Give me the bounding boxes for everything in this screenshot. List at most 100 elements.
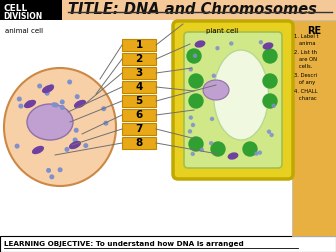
Bar (0, 0, 62, 20)
Circle shape (73, 138, 77, 142)
Ellipse shape (4, 68, 116, 186)
Circle shape (28, 101, 31, 105)
Circle shape (194, 54, 197, 57)
Circle shape (200, 148, 203, 151)
Text: 2. List th: 2. List th (294, 50, 317, 55)
FancyBboxPatch shape (122, 123, 156, 135)
Circle shape (75, 95, 79, 99)
Text: CELL: CELL (3, 4, 27, 13)
Text: 7: 7 (135, 124, 143, 134)
Circle shape (189, 137, 203, 151)
Text: LEARNING OBJECTIVE: To understand how DNA is arranged: LEARNING OBJECTIVE: To understand how DN… (4, 241, 244, 247)
Circle shape (211, 117, 214, 120)
Circle shape (68, 80, 72, 84)
Text: 4. CHALL: 4. CHALL (294, 89, 318, 94)
Circle shape (267, 130, 270, 133)
Circle shape (17, 97, 21, 101)
Circle shape (272, 104, 275, 107)
Circle shape (75, 129, 78, 132)
Ellipse shape (227, 152, 238, 160)
Circle shape (189, 116, 192, 119)
Circle shape (187, 49, 201, 63)
FancyBboxPatch shape (0, 0, 336, 20)
Circle shape (60, 106, 64, 109)
FancyBboxPatch shape (122, 53, 156, 65)
Circle shape (243, 142, 257, 156)
Text: cells.: cells. (294, 64, 312, 69)
FancyBboxPatch shape (122, 81, 156, 93)
Text: 1. Label t: 1. Label t (294, 34, 319, 39)
Circle shape (210, 142, 213, 145)
Text: are ON: are ON (294, 57, 317, 62)
Circle shape (50, 175, 54, 179)
Circle shape (192, 123, 195, 127)
Ellipse shape (27, 104, 73, 140)
Circle shape (255, 152, 258, 155)
Text: animal cell: animal cell (5, 28, 43, 34)
Bar (0, 236, 336, 252)
Circle shape (263, 94, 277, 108)
Text: TITLE: DNA and Chromosomes: TITLE: DNA and Chromosomes (68, 2, 317, 17)
Text: 8: 8 (135, 138, 142, 148)
FancyBboxPatch shape (122, 39, 156, 51)
Circle shape (104, 121, 108, 125)
Text: charac: charac (294, 96, 317, 101)
Circle shape (270, 134, 273, 137)
Circle shape (84, 144, 88, 147)
Circle shape (189, 74, 203, 88)
Circle shape (263, 49, 277, 63)
Ellipse shape (42, 85, 54, 93)
Ellipse shape (24, 100, 36, 108)
Circle shape (189, 68, 192, 71)
FancyBboxPatch shape (122, 67, 156, 79)
Circle shape (102, 107, 106, 111)
Circle shape (45, 91, 49, 95)
Circle shape (259, 41, 262, 44)
Text: 1: 1 (135, 40, 142, 50)
Circle shape (15, 144, 19, 148)
Circle shape (216, 47, 219, 50)
Bar (0, 20, 336, 236)
Circle shape (258, 151, 261, 154)
Text: RE: RE (307, 26, 321, 36)
Text: anima: anima (294, 41, 316, 46)
Ellipse shape (74, 100, 86, 108)
Circle shape (54, 103, 58, 107)
Circle shape (230, 42, 233, 45)
Circle shape (52, 103, 56, 106)
Circle shape (58, 168, 62, 172)
Text: 5: 5 (135, 96, 142, 106)
Circle shape (191, 152, 194, 155)
Circle shape (50, 85, 53, 88)
FancyBboxPatch shape (173, 21, 293, 179)
Ellipse shape (195, 40, 205, 48)
Circle shape (211, 142, 225, 156)
Circle shape (189, 94, 203, 108)
FancyBboxPatch shape (122, 95, 156, 107)
Circle shape (188, 130, 192, 133)
FancyBboxPatch shape (122, 109, 156, 121)
Bar (62, 0, 336, 20)
Text: 3. Descri: 3. Descri (294, 73, 317, 78)
Ellipse shape (32, 146, 44, 154)
FancyBboxPatch shape (122, 137, 156, 149)
Ellipse shape (69, 141, 81, 149)
Circle shape (212, 74, 215, 77)
Text: 4: 4 (135, 82, 143, 92)
FancyBboxPatch shape (184, 32, 282, 168)
Text: 3: 3 (135, 68, 142, 78)
Text: 6: 6 (135, 110, 142, 120)
Circle shape (47, 169, 50, 172)
Circle shape (60, 100, 64, 104)
Text: DIVISION: DIVISION (3, 12, 42, 21)
Circle shape (38, 84, 41, 88)
Ellipse shape (263, 42, 274, 50)
Bar (292, 20, 336, 236)
Text: plant cell: plant cell (206, 28, 238, 34)
Circle shape (65, 148, 69, 151)
Circle shape (19, 104, 23, 108)
Text: of any: of any (294, 80, 315, 85)
Ellipse shape (213, 50, 268, 140)
Circle shape (263, 74, 277, 88)
Text: 2: 2 (135, 54, 142, 64)
